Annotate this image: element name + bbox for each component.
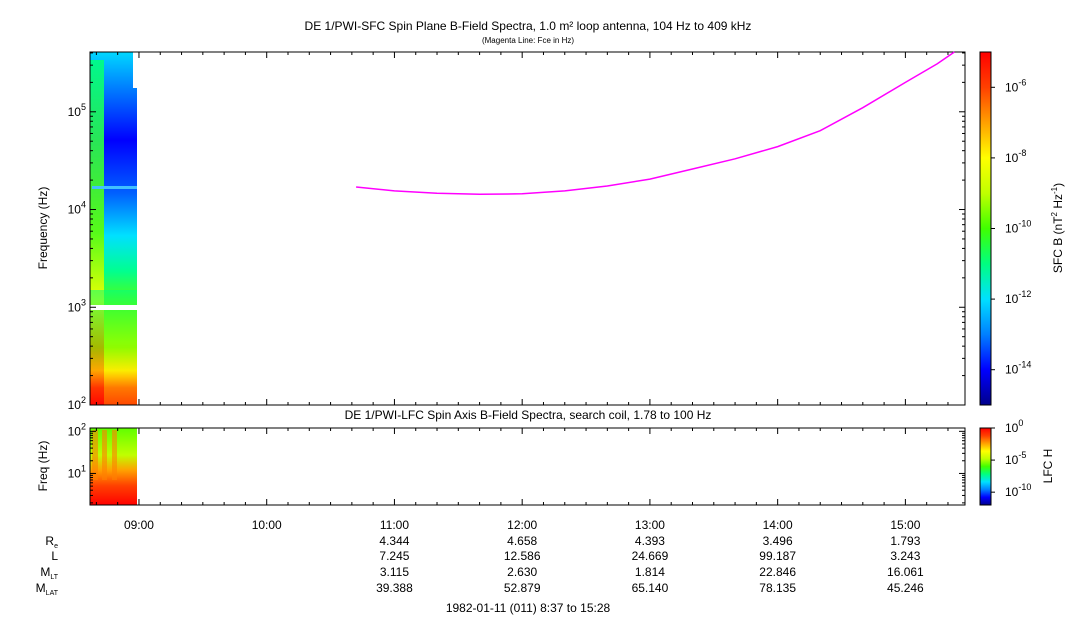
lfc-cbar-tick-label: 100 [1005,418,1023,435]
lfc-ylabel: Freq (Hz) [36,441,50,492]
ephemeris-row-label: L [51,549,58,563]
sfc-y-axis: 102 103 104 105 [68,52,965,412]
sfc-colorbar-ticks: 10-6 10-8 10-10 10-12 10-14 [991,77,1031,377]
ephemeris-value: 16.061 [887,565,924,579]
sfc-cbar-tick-label: 10-6 [1005,77,1026,94]
fce-line [356,51,955,196]
ephemeris-value: 2.630 [507,565,537,579]
sfc-ylabel: Frequency (Hz) [36,187,50,270]
time-tick-label: 15:00 [890,518,920,532]
lfc-spectrogram-burst-3 [112,430,117,480]
ephemeris-value: 78.135 [759,581,796,595]
ephemeris-value: 3.243 [890,549,920,563]
sfc-plot-frame [89,51,966,406]
footer-date-range: 1982-01-11 (011) 8:37 to 15:28 [446,601,611,615]
ephemeris-value: 1.793 [890,534,920,548]
ephemeris-value: 4.344 [379,534,409,548]
lfc-spectrogram-burst-1 [92,430,98,480]
sfc-cbar-tick-label: 10-8 [1005,148,1026,165]
ephemeris-table: Re 4.344 4.658 4.393 3.496 1.793 L 7.245 12.586 2… [36,534,924,597]
ephemeris-value: 7.245 [379,549,409,563]
sfc-cbar-tick-label: 10-12 [1005,289,1031,306]
sfc-subtitle: (Magenta Line: Fce in Hz) [482,36,574,45]
lfc-cbar-tick-label: 10-5 [1005,450,1026,467]
ephemeris-value: 22.846 [759,565,796,579]
time-axis: 09:00 10:00 11:00 12:00 13:00 14:00 15:00 [95,52,949,532]
ephemeris-value: 52.879 [504,581,541,595]
ephemeris-value: 1.814 [635,565,665,579]
ephemeris-row-label: MLAT [36,581,59,597]
time-tick-label: 12:00 [507,518,537,532]
time-tick-label: 11:00 [380,518,409,532]
sfc-y-tick-label: 103 [68,297,86,314]
sfc-colorbar-label: SFC B (nT2 Hz-1) [1050,183,1065,273]
sfc-y-tick-label: 102 [68,395,86,412]
sfc-title: DE 1/PWI-SFC Spin Plane B-Field Spectra,… [305,19,752,33]
time-tick-label: 13:00 [635,518,665,532]
ephemeris-value: 3.115 [380,565,409,579]
lfc-y-tick-label: 101 [68,463,86,480]
lfc-colorbar [979,427,992,506]
lfc-y-tick-label: 102 [68,421,86,438]
sfc-y-tick-label: 104 [68,200,86,217]
sfc-cbar-tick-label: 10-10 [1005,219,1031,236]
sfc-y-tick-label: 105 [68,102,86,119]
ephemeris-value: 24.669 [632,549,669,563]
lfc-colorbar-label: LFC H [1041,449,1055,484]
lfc-colorbar-ticks: 100 10-5 10-10 [991,418,1031,499]
lfc-title: DE 1/PWI-LFC Spin Axis B-Field Spectra, … [345,408,712,422]
sfc-cbar-tick-label: 10-14 [1005,360,1031,377]
time-tick-label: 14:00 [763,518,793,532]
ephemeris-value: 12.586 [504,549,541,563]
ephemeris-value: 4.393 [635,534,665,548]
sfc-spectrogram-line [92,186,137,189]
lfc-plot-frame [89,427,966,506]
ephemeris-row-label: Re [45,534,58,550]
time-tick-label: 10:00 [252,518,282,532]
ephemeris-value: 65.140 [632,581,669,595]
ephemeris-value: 45.246 [887,581,924,595]
ephemeris-value: 99.187 [759,549,796,563]
ephemeris-value: 39.388 [376,581,413,595]
time-tick-label: 09:00 [124,518,154,532]
ephemeris-row-label: MLT [40,565,58,581]
lfc-spectrogram-burst-2 [102,430,107,480]
lfc-spectrogram [90,428,137,505]
sfc-spectrogram [90,52,137,405]
ephemeris-value: 4.658 [507,534,537,548]
ephemeris-value: 3.496 [763,534,793,548]
lfc-y-axis: 101 102 [68,421,965,504]
lfc-cbar-tick-label: 10-10 [1005,482,1031,499]
sfc-data-gap [90,305,137,310]
sfc-data-cutoff [133,52,137,88]
sfc-colorbar [979,51,992,406]
